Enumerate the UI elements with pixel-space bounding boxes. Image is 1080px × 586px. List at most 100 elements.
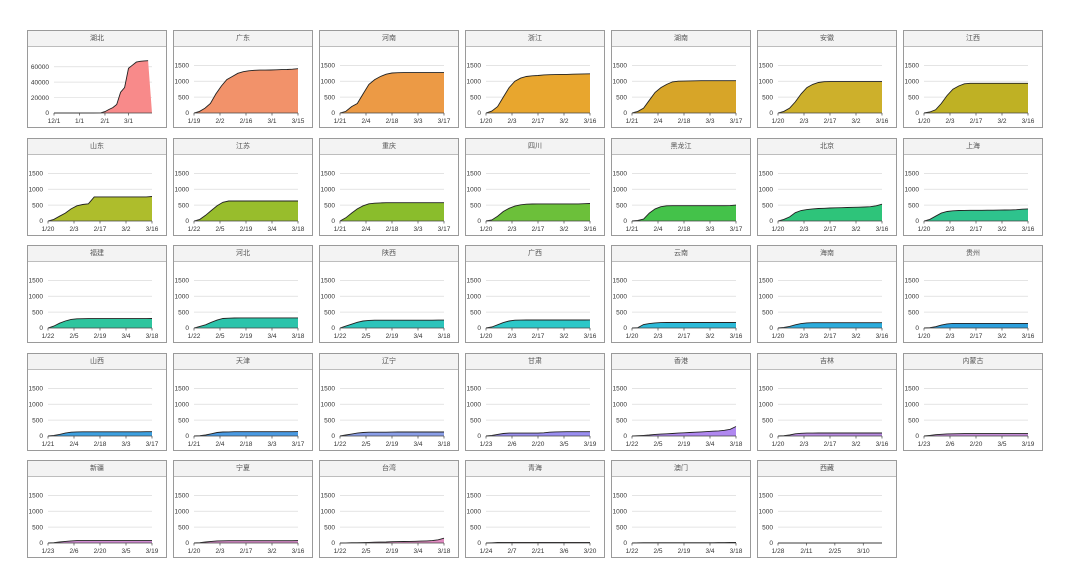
panel-title: 天津	[174, 353, 312, 370]
panel-title: 重庆	[320, 138, 458, 155]
panel-title: 陕西	[320, 246, 458, 262]
y-tick-label: 0	[331, 325, 335, 332]
y-tick-label: 1000	[29, 293, 44, 300]
x-tick-label: 3/16	[1022, 226, 1035, 233]
x-tick-label: 3/10	[857, 548, 870, 555]
series-area	[924, 83, 1028, 113]
series-line	[923, 322, 1028, 329]
series-line	[777, 432, 882, 436]
y-tick-label: 500	[470, 524, 481, 531]
chart-panel: 浙江 0 500 1000 1500 1/20 2/3 2/17 3/2 3/16	[465, 30, 605, 128]
y-tick-label: 0	[769, 325, 773, 332]
chart-panel: 山西 0 500 1000 1500 1/21 2/4 2/18 3/3 3/17	[27, 352, 167, 451]
area-chart: 0 500 1000 1500 1/22 2/5 2/19 3/4 3/18	[321, 385, 451, 448]
y-tick-label: 60000	[31, 64, 49, 71]
x-tick-label: 3/19	[584, 441, 597, 448]
x-tick-label: 3/18	[730, 441, 743, 448]
y-tick-label: 1500	[613, 278, 628, 285]
panel-title: 广西	[466, 246, 604, 262]
series-area	[48, 431, 152, 436]
area-chart: 0 500 1000 1500 1/22 2/5 2/19 3/4 3/18	[613, 493, 743, 555]
x-tick-label: 2/5	[215, 333, 224, 340]
y-tick-label: 0	[39, 325, 43, 332]
y-tick-label: 0	[477, 110, 481, 117]
y-tick-label: 1500	[29, 493, 44, 500]
y-tick-label: 500	[908, 94, 919, 101]
x-tick-label: 2/3	[799, 226, 808, 233]
y-tick-label: 0	[623, 433, 627, 440]
x-tick-label: 3/18	[438, 548, 451, 555]
y-tick-label: 1500	[759, 170, 774, 177]
y-tick-label: 1500	[321, 278, 336, 285]
y-tick-label: 500	[32, 524, 43, 531]
series-line	[485, 541, 590, 544]
x-tick-label: 3/18	[292, 226, 305, 233]
y-tick-label: 500	[762, 94, 773, 101]
x-tick-label: 3/20	[584, 548, 597, 555]
series-area	[340, 202, 444, 221]
panel-title: 福建	[28, 246, 166, 262]
chart-panel: 宁夏 0 500 1000 1500 1/20 2/3 2/17 3/2 3/16	[173, 460, 313, 558]
x-tick-label: 3/17	[292, 441, 305, 448]
x-tick-label: 2/17	[970, 226, 983, 233]
y-tick-label: 1000	[29, 186, 44, 193]
y-tick-label: 1000	[613, 293, 628, 300]
panel-title: 山西	[28, 353, 166, 370]
panel-title: 上海	[904, 138, 1042, 155]
area-chart: 0 500 1000 1500 1/20 2/3 2/17 3/2 3/16	[175, 493, 305, 555]
y-tick-label: 0	[915, 433, 919, 440]
y-tick-label: 1500	[29, 170, 44, 177]
x-tick-label: 2/2	[215, 118, 224, 125]
x-tick-label: 3/4	[413, 548, 422, 555]
chart-panel: 香港 0 500 1000 1500 1/22 2/5 2/19 3/4 3/18	[611, 352, 751, 451]
area-chart: 0 500 1000 1500 1/20 2/3 2/17 3/2 3/16	[467, 170, 597, 232]
x-tick-label: 3/3	[413, 226, 422, 233]
x-tick-label: 2/17	[532, 118, 545, 125]
x-tick-label: 2/16	[240, 118, 253, 125]
x-tick-label: 3/3	[267, 441, 276, 448]
y-tick-label: 1500	[467, 63, 482, 70]
x-tick-label: 2/17	[824, 441, 837, 448]
x-tick-label: 3/19	[1022, 441, 1035, 448]
panel-title: 吉林	[758, 353, 896, 370]
x-tick-label: 1/20	[772, 226, 785, 233]
x-tick-label: 2/17	[824, 226, 837, 233]
y-tick-label: 1000	[321, 401, 336, 408]
x-tick-label: 2/3	[799, 441, 808, 448]
y-tick-label: 500	[32, 417, 43, 424]
y-tick-label: 500	[762, 417, 773, 424]
x-tick-label: 3/2	[559, 118, 568, 125]
x-tick-label: 1/22	[42, 333, 55, 340]
x-tick-label: 2/4	[653, 118, 662, 125]
x-tick-label: 3/4	[267, 226, 276, 233]
series-line	[923, 432, 1028, 436]
chart-panel: 台湾 0 500 1000 1500 1/22 2/5 2/19 3/4 3/18	[319, 460, 459, 558]
x-tick-label: 2/7	[507, 548, 516, 555]
y-tick-label: 0	[185, 433, 189, 440]
x-tick-label: 2/3	[215, 548, 224, 555]
y-tick-label: 0	[477, 218, 481, 225]
y-tick-label: 1000	[759, 186, 774, 193]
series-area	[486, 203, 590, 221]
y-tick-label: 1500	[613, 63, 628, 70]
x-tick-label: 2/5	[361, 548, 370, 555]
y-tick-label: 1500	[905, 278, 920, 285]
x-tick-label: 3/17	[730, 226, 743, 233]
series-area	[340, 320, 444, 328]
y-tick-label: 1500	[321, 385, 336, 392]
x-tick-label: 2/18	[386, 226, 399, 233]
x-tick-label: 1/22	[334, 548, 347, 555]
y-tick-label: 0	[477, 325, 481, 332]
x-tick-label: 2/17	[94, 226, 107, 233]
x-tick-label: 3/2	[851, 118, 860, 125]
x-tick-label: 3/2	[121, 226, 130, 233]
x-tick-label: 2/5	[361, 441, 370, 448]
x-tick-label: 1/20	[480, 118, 493, 125]
x-tick-label: 2/6	[69, 548, 78, 555]
x-tick-label: 1/20	[626, 333, 639, 340]
chart-panel: 广西 0 500 1000 1500 1/20 2/3 2/17 3/2 3/16	[465, 245, 605, 343]
series-area	[632, 204, 736, 221]
x-tick-label: 3/4	[413, 441, 422, 448]
chart-panel: 河北 0 500 1000 1500 1/22 2/5 2/19 3/4 3/18	[173, 245, 313, 343]
y-tick-label: 1500	[29, 278, 44, 285]
